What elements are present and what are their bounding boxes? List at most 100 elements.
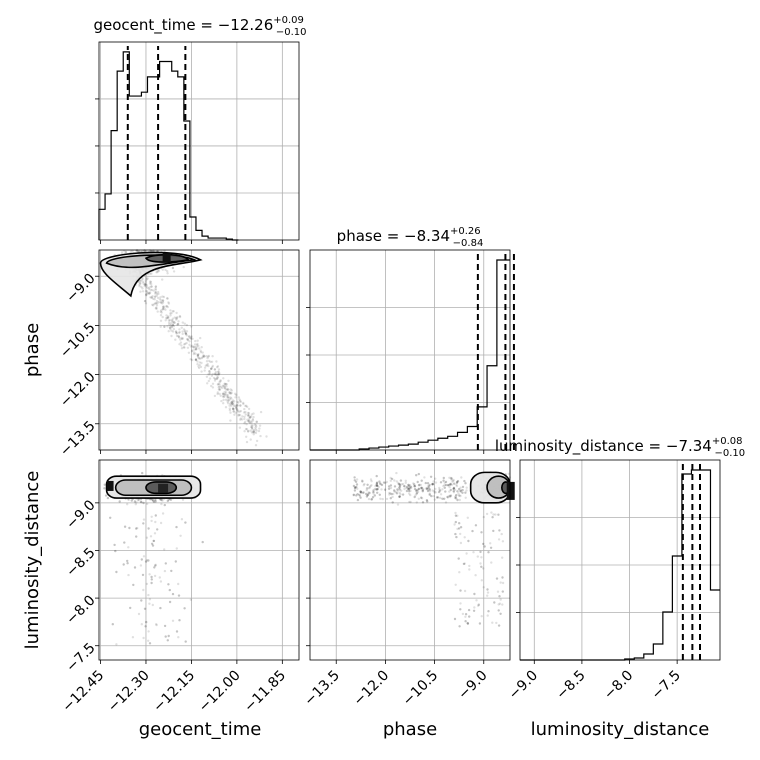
- scatter-point: [243, 411, 246, 414]
- scatter-point: [161, 299, 165, 302]
- scatter-point: [149, 272, 152, 275]
- scatter-point: [157, 290, 160, 294]
- scatter-point: [203, 355, 206, 358]
- scatter-point: [399, 479, 403, 482]
- scatter-point: [217, 368, 221, 371]
- scatter-point: [123, 525, 127, 528]
- scatter-point: [109, 516, 112, 519]
- scatter-point: [198, 363, 201, 367]
- scatter-point: [143, 607, 147, 610]
- scatter-point: [192, 345, 195, 349]
- scatter-point: [248, 421, 252, 425]
- scatter-point: [161, 302, 164, 305]
- scatter-point: [251, 424, 254, 427]
- scatter-point: [161, 315, 164, 319]
- scatter-point: [243, 415, 246, 418]
- scatter-point: [217, 370, 220, 373]
- scatter-point: [258, 424, 262, 427]
- scatter-point: [123, 541, 126, 544]
- scatter-point: [180, 518, 184, 521]
- scatter-point: [497, 624, 501, 627]
- scatter-point: [456, 479, 460, 483]
- scatter-point: [170, 325, 174, 328]
- scatter-point: [483, 545, 486, 548]
- scatter-point: [188, 336, 192, 340]
- scatter-point: [160, 309, 163, 312]
- y-tick-label: −10.5: [57, 320, 99, 362]
- scatter-point: [477, 603, 480, 606]
- scatter-point: [238, 426, 242, 429]
- scatter-point: [374, 488, 378, 491]
- scatter-point: [407, 483, 410, 487]
- scatter-point: [372, 490, 375, 494]
- scatter-point: [148, 282, 152, 285]
- scatter-point: [177, 320, 180, 323]
- scatter-point: [239, 418, 242, 421]
- scatter-point: [258, 427, 261, 430]
- scatter-point: [184, 333, 188, 336]
- scatter-point: [486, 591, 490, 594]
- scatter-point: [487, 551, 490, 554]
- scatter-point: [413, 485, 416, 488]
- scatter-point: [413, 487, 417, 491]
- scatter-point: [366, 483, 369, 486]
- scatter-point: [365, 495, 369, 498]
- scatter-point: [217, 386, 220, 389]
- scatter-point: [451, 480, 454, 483]
- scatter-point: [231, 399, 235, 402]
- scatter-point: [145, 620, 148, 624]
- scatter-point: [387, 485, 391, 488]
- scatter-point: [132, 583, 135, 587]
- scatter-point: [222, 402, 225, 405]
- scatter-point: [355, 483, 359, 486]
- scatter-point: [352, 484, 356, 488]
- scatter-point: [398, 483, 401, 486]
- scatter-point: [196, 353, 200, 357]
- scatter-point: [463, 562, 466, 565]
- scatter-point: [147, 630, 150, 633]
- scatter-point: [142, 555, 146, 558]
- scatter-point: [361, 491, 365, 494]
- scatter-point: [165, 304, 169, 308]
- scatter-point: [480, 615, 483, 618]
- scatter-point: [438, 489, 442, 492]
- scatter-point: [193, 343, 197, 346]
- scatter-point: [435, 496, 439, 499]
- scatter-point: [156, 296, 160, 300]
- scatter-point: [430, 494, 433, 498]
- scatter-point: [211, 364, 214, 368]
- scatter-point: [175, 334, 179, 338]
- scatter-point: [368, 491, 371, 495]
- panel-scatter-distance-vs-phase: −13.5 −12.0 −10.5 −9.0: [301, 459, 515, 709]
- scatter-point: [144, 302, 148, 305]
- scatter-point: [428, 493, 431, 496]
- scatter-point: [398, 495, 401, 499]
- scatter-point: [416, 490, 420, 494]
- scatter-point: [152, 297, 155, 301]
- scatter-point: [103, 483, 107, 486]
- scatter-point: [441, 497, 444, 500]
- histogram-geocent-time: [98, 51, 239, 241]
- scatter-point: [214, 377, 217, 381]
- panel-hist-geocent-time: geocent_time = −12.26+0.09 −0.10: [93, 15, 307, 244]
- scatter-point: [426, 482, 430, 485]
- scatter-point: [163, 624, 167, 628]
- scatter-point: [150, 575, 153, 579]
- scatter-point: [458, 625, 461, 628]
- scatter-point: [405, 486, 408, 489]
- scatter-point: [449, 494, 453, 497]
- scatter-point: [443, 497, 446, 500]
- scatter-point: [172, 327, 176, 331]
- scatter-point: [234, 404, 237, 408]
- scatter-point: [140, 285, 143, 289]
- scatter-point: [463, 536, 466, 539]
- scatter-point: [417, 487, 421, 490]
- scatter-point: [182, 265, 185, 269]
- scatter-point: [219, 380, 222, 383]
- scatter-point: [501, 576, 504, 579]
- density-peak: [158, 483, 169, 493]
- scatter-point: [498, 529, 501, 532]
- scatter-point: [163, 325, 166, 328]
- scatter-point: [169, 314, 172, 317]
- scatter-point: [176, 322, 180, 326]
